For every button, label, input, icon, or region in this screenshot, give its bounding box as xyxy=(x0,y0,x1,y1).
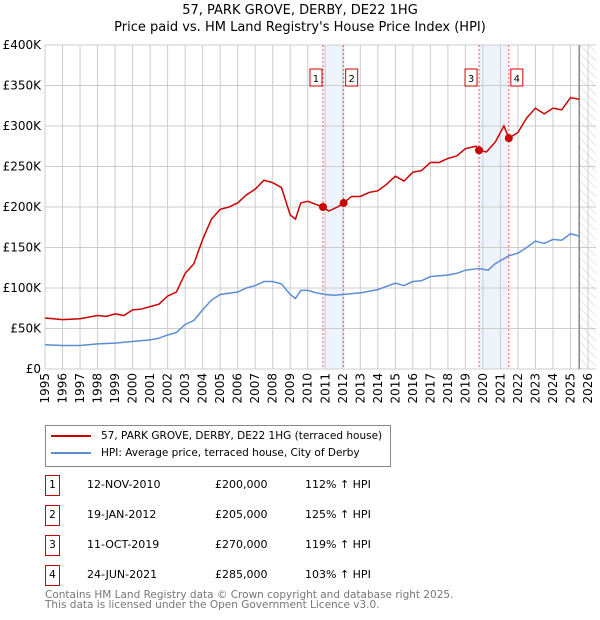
legend: 57, PARK GROVE, DERBY, DE22 1HG (terrace… xyxy=(45,425,391,467)
series-line xyxy=(44,232,580,347)
x-tick-label: 2004 xyxy=(196,373,210,404)
x-tick-label: 2003 xyxy=(178,373,192,404)
x-tick-label: 2014 xyxy=(371,373,385,404)
x-tick-label: 2017 xyxy=(423,373,437,404)
sale-marker-number: 3 xyxy=(468,74,474,85)
sale-price: £285,000 xyxy=(215,568,268,581)
sale-marker-box xyxy=(309,68,323,87)
sale-date: 12-NOV-2010 xyxy=(87,478,161,491)
x-tick-label: 2012 xyxy=(336,373,350,404)
sale-hpi-change: 103% ↑ HPI xyxy=(305,568,371,581)
x-tick-label: 2001 xyxy=(143,373,157,404)
sale-marker-number: 2 xyxy=(348,74,354,85)
sale-date: 24-JUN-2021 xyxy=(87,568,158,581)
legend-item-hpi: HPI: Average price, terraced house, City… xyxy=(51,447,360,459)
x-tick-label: 2022 xyxy=(511,373,525,404)
y-tick-label: £300K xyxy=(3,119,43,133)
price-chart: £0 £50K £100K £150K £200K £250K £300K £350K £400… xyxy=(3,38,596,404)
x-tick-label: 2002 xyxy=(161,373,175,404)
sale-marker-label: 3 xyxy=(45,535,60,556)
x-tick-label: 1999 xyxy=(108,373,122,404)
x-tick-label: 2015 xyxy=(388,373,402,404)
y-tick-label: £50K xyxy=(10,322,42,336)
chart-title: 57, PARK GROVE, DERBY, DE22 1HG Price pa… xyxy=(0,2,600,36)
y-tick-label: £150K xyxy=(3,241,43,255)
sale-hpi-change: 112% ↑ HPI xyxy=(305,478,371,491)
sale-point xyxy=(504,134,513,143)
sale-price: £205,000 xyxy=(215,508,268,521)
x-tick-label: 1996 xyxy=(56,373,70,404)
x-tick-label: 2026 xyxy=(581,373,595,404)
sale-marker-box xyxy=(345,68,359,87)
sale-hpi-change: 125% ↑ HPI xyxy=(305,508,371,521)
x-tick-label: 2024 xyxy=(546,373,560,404)
x-tick-label: 1995 xyxy=(38,373,52,404)
y-tick-label: £200K xyxy=(3,200,43,214)
sale-date: 19-JAN-2012 xyxy=(87,508,157,521)
x-tick-label: 2010 xyxy=(301,373,315,404)
sale-hpi-change: 119% ↑ HPI xyxy=(305,538,371,551)
sale-row: 1 12-NOV-2010 £200,000 112% ↑ HPI xyxy=(45,475,425,496)
sale-price: £270,000 xyxy=(215,538,268,551)
footer-line: Contains HM Land Registry data © Crown c… xyxy=(45,589,454,601)
x-tick-label: 2018 xyxy=(441,373,455,404)
sale-marker-number: 1 xyxy=(313,74,319,85)
x-tick-label: 2020 xyxy=(476,373,490,404)
x-tick-label: 2013 xyxy=(353,373,367,404)
y-tick-label: £100K xyxy=(3,281,43,295)
sale-marker-box xyxy=(510,68,524,87)
x-tick-label: 2008 xyxy=(266,373,280,404)
x-tick-label: 2016 xyxy=(406,373,420,404)
sale-point xyxy=(318,203,327,211)
sale-marker-box xyxy=(464,68,478,87)
x-tick-label: 2011 xyxy=(318,373,332,404)
sale-point xyxy=(475,146,484,155)
y-tick-label: £350K xyxy=(3,79,43,93)
sale-row: 2 19-JAN-2012 £205,000 125% ↑ HPI xyxy=(45,505,425,526)
x-tick-label: 1997 xyxy=(73,373,87,404)
x-tick-label: 2019 xyxy=(458,373,472,404)
y-tick-label: £400K xyxy=(3,38,43,52)
y-tick-label: £250K xyxy=(3,160,43,174)
x-tick-label: 1998 xyxy=(91,373,105,404)
legend-item-property: 57, PARK GROVE, DERBY, DE22 1HG (terrace… xyxy=(51,430,382,442)
sale-row: 3 11-OCT-2019 £270,000 119% ↑ HPI xyxy=(45,535,425,556)
footer-line: This data is licensed under the Open Gov… xyxy=(45,599,380,611)
sale-price: £200,000 xyxy=(215,478,268,491)
y-tick-label: £0 xyxy=(26,362,41,376)
x-tick-label: 2025 xyxy=(563,373,577,404)
sale-marker-label: 1 xyxy=(45,475,60,496)
sale-date: 11-OCT-2019 xyxy=(87,538,160,551)
title-line-2: Price paid vs. HM Land Registry's House … xyxy=(114,20,486,35)
sale-marker-label: 4 xyxy=(45,565,60,586)
sale-marker-number: 4 xyxy=(514,74,520,85)
x-tick-label: 2023 xyxy=(528,373,542,404)
x-tick-label: 2009 xyxy=(283,373,297,404)
sale-point xyxy=(339,198,348,207)
sale-marker-label: 2 xyxy=(45,505,60,526)
x-tick-label: 2021 xyxy=(493,373,507,404)
x-tick-label: 2007 xyxy=(248,373,262,404)
legend-label: 57, PARK GROVE, DERBY, DE22 1HG (terrace… xyxy=(101,430,383,442)
title-line-1: 57, PARK GROVE, DERBY, DE22 1HG xyxy=(182,3,418,18)
x-tick-label: 2005 xyxy=(213,373,227,404)
footer: Contains HM Land Registry data © Crown c… xyxy=(45,589,454,611)
x-tick-label: 2000 xyxy=(126,373,140,404)
sale-row: 4 24-JUN-2021 £285,000 103% ↑ HPI xyxy=(45,565,425,586)
legend-label: HPI: Average price, terraced house, City… xyxy=(101,447,360,459)
x-tick-label: 2006 xyxy=(231,373,245,404)
